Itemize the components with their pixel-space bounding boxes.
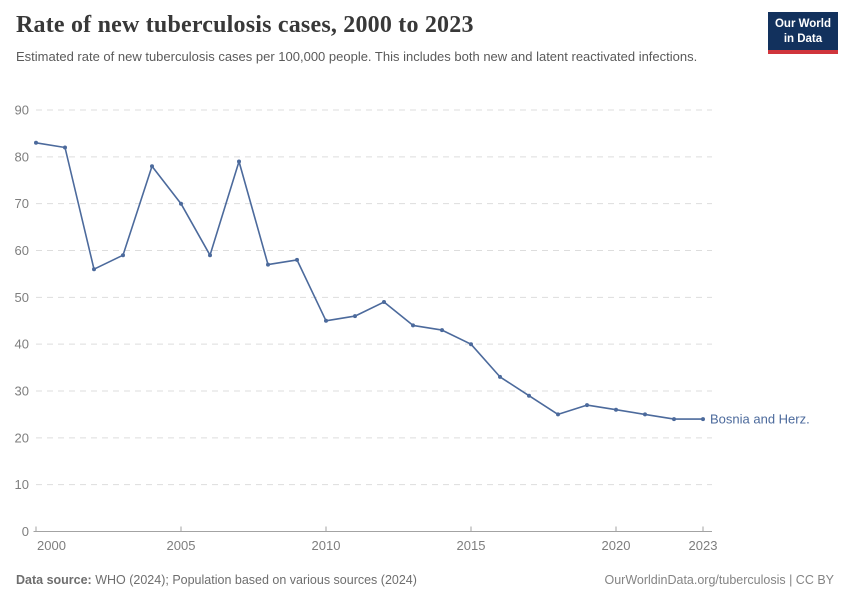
data-point[interactable]	[295, 257, 299, 262]
data-point[interactable]	[614, 407, 618, 412]
y-tick-label: 60	[15, 243, 29, 258]
chart-header: Rate of new tuberculosis cases, 2000 to …	[16, 12, 756, 66]
y-tick-label: 20	[15, 430, 29, 445]
chart-subtitle: Estimated rate of new tuberculosis cases…	[16, 49, 698, 64]
data-point[interactable]	[643, 412, 647, 417]
data-series	[34, 140, 705, 422]
logo-line2: in Data	[783, 32, 823, 45]
y-tick-label: 10	[15, 477, 29, 492]
data-point[interactable]	[440, 328, 444, 333]
data-point[interactable]	[353, 314, 357, 319]
data-point[interactable]	[121, 253, 125, 258]
data-point[interactable]	[150, 164, 154, 169]
series-line	[35, 142, 704, 420]
y-tick-label: 70	[15, 196, 29, 211]
y-tick-label: 50	[15, 290, 29, 305]
data-point[interactable]	[469, 342, 473, 347]
data-point[interactable]	[382, 300, 386, 304]
x-tick-label: 2020	[602, 538, 631, 553]
data-source: Data source: WHO (2024); Population base…	[16, 573, 417, 587]
data-point[interactable]	[92, 267, 96, 272]
gridlines: 0 10 20 30 40 50 60 70 80 90	[15, 103, 712, 539]
x-tick-label: 2023	[689, 538, 718, 553]
data-point[interactable]	[672, 417, 676, 422]
x-tick-label: 2010	[312, 538, 341, 553]
y-tick-label: 80	[15, 149, 29, 164]
logo-line1: Our World	[774, 18, 831, 30]
x-tick-label: 2005	[167, 538, 196, 553]
data-point[interactable]	[556, 412, 560, 417]
credit-link[interactable]: OurWorldinData.org/tuberculosis | CC BY	[604, 573, 835, 587]
x-tick-label: 2000	[37, 538, 66, 553]
y-tick-label: 90	[15, 103, 29, 118]
chart-footer: Data source: WHO (2024); Population base…	[16, 573, 834, 587]
page-title: Rate of new tuberculosis cases, 2000 to …	[16, 12, 474, 38]
data-point[interactable]	[266, 262, 270, 267]
data-point[interactable]	[585, 403, 589, 408]
data-point[interactable]	[701, 417, 705, 422]
series-label[interactable]: Bosnia and Herz.	[710, 412, 810, 427]
owid-logo[interactable]: Our World in Data	[767, 12, 838, 55]
data-point[interactable]	[324, 318, 328, 323]
data-point[interactable]	[498, 374, 502, 379]
data-point[interactable]	[179, 201, 183, 206]
data-point[interactable]	[208, 253, 212, 258]
y-tick-label: 0	[22, 524, 29, 539]
y-tick-label: 30	[15, 384, 29, 399]
x-tick-label: 2015	[457, 538, 486, 553]
data-point[interactable]	[63, 145, 67, 150]
y-tick-label: 40	[15, 337, 29, 352]
data-source-text: WHO (2024); Population based on various …	[95, 573, 417, 587]
x-axis: 2000 2005 2010 2015 2020 2023	[33, 526, 718, 553]
data-point[interactable]	[34, 140, 38, 145]
data-point[interactable]	[237, 159, 241, 164]
data-point[interactable]	[411, 323, 415, 328]
data-source-label: Data source:	[16, 573, 92, 587]
data-point[interactable]	[527, 393, 531, 398]
